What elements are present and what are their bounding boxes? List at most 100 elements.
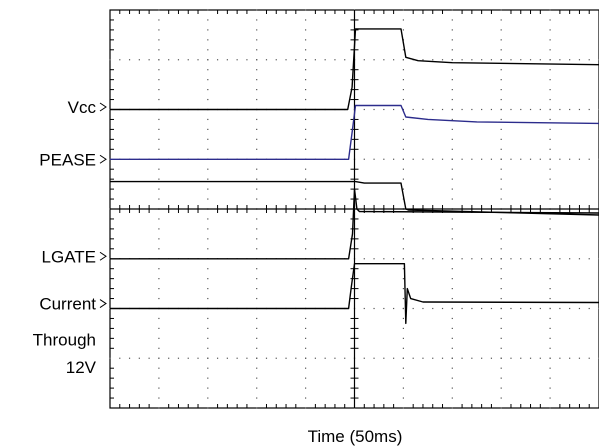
grid-dot (549, 89, 551, 91)
grid-dot (265, 59, 268, 61)
grid-dot (295, 357, 297, 359)
grid-dot (305, 278, 307, 280)
grid-dot (520, 59, 522, 61)
grid-dot (559, 108, 561, 111)
grid-dot (412, 258, 414, 260)
grid-dot (490, 59, 493, 61)
grid-dot (578, 59, 581, 61)
grid-dot (549, 168, 551, 170)
grid-dot (344, 357, 346, 359)
grid-dot (305, 128, 307, 130)
grid-dot (549, 347, 551, 349)
grid-dot (285, 357, 287, 359)
grid-dot (451, 49, 453, 51)
grid-dot (481, 357, 483, 359)
grid-dot (158, 188, 160, 190)
grid-dot (246, 357, 248, 359)
grid-dot (207, 118, 209, 121)
grid-dot (549, 337, 551, 339)
grid-dot (177, 357, 180, 359)
grid-dot (324, 357, 326, 359)
grid-dot (432, 258, 434, 260)
grid-dot (422, 307, 424, 310)
grid-dot (256, 397, 258, 399)
grid-dot (500, 158, 502, 160)
grid-dot (373, 158, 375, 160)
grid-dot (451, 387, 453, 389)
grid-dot (226, 59, 228, 61)
grid-dot (373, 59, 375, 61)
channel-label: Through (33, 330, 96, 349)
grid-dot (305, 98, 307, 101)
grid-dot (402, 367, 404, 369)
channel-label: Vcc (68, 98, 97, 117)
grid-dot (461, 357, 463, 359)
grid-dot (520, 357, 522, 359)
channel-label: PEASE (39, 150, 96, 169)
grid-dot (158, 347, 160, 349)
grid-dot (451, 407, 453, 409)
grid-dot (363, 357, 365, 359)
grid-dot (510, 158, 512, 160)
grid-dot (305, 39, 307, 41)
grid-dot (256, 297, 258, 300)
traces (110, 28, 599, 325)
grid-dot (207, 168, 209, 170)
grid-dot (451, 268, 453, 270)
grid-dot (559, 59, 561, 61)
grid-dot (373, 307, 375, 310)
grid-dot (451, 39, 453, 41)
grid-dot (393, 258, 395, 260)
grid-dot (393, 158, 395, 160)
grid-dot (158, 148, 160, 150)
grid-dot (539, 59, 541, 61)
grid-dot (539, 108, 541, 111)
grid-dot (207, 407, 209, 409)
grid-dot (207, 98, 209, 101)
grid-dot (256, 198, 258, 200)
grid-dot (422, 258, 424, 260)
grid-dot (461, 158, 463, 160)
grid-dot (559, 258, 561, 260)
grid-dot (373, 108, 375, 111)
grid-dot (569, 108, 571, 111)
grid-dot (529, 258, 532, 260)
grid-dot (402, 188, 404, 190)
grid-dot (138, 357, 140, 359)
grid-dot (305, 178, 307, 180)
grid-dot (305, 218, 307, 220)
grid-dot (402, 327, 404, 329)
grid-dot (256, 407, 258, 409)
grid-dot (549, 29, 551, 31)
grid-dot (305, 89, 307, 91)
grid-dot (402, 148, 404, 150)
grid-dot (549, 238, 551, 240)
grid-dot (481, 307, 483, 310)
grid-dot (510, 307, 512, 310)
grid-dot (402, 49, 404, 51)
grid-dot (305, 198, 307, 200)
grid-dot (549, 148, 551, 150)
grid-dot (363, 59, 365, 61)
grid-dot (305, 327, 307, 329)
grid-dot (256, 188, 258, 190)
grid-dot (451, 148, 453, 150)
grid-dot (158, 248, 160, 250)
grid-dot (402, 297, 404, 300)
grid-dot (402, 387, 404, 389)
grid-dot (158, 198, 160, 200)
grid-dot (441, 108, 444, 111)
grid-dot (500, 19, 502, 21)
grid-dot (451, 198, 453, 200)
grid-dot (451, 258, 453, 260)
grid-dot (393, 307, 395, 310)
grid-dot (549, 327, 551, 329)
grid-dot (275, 357, 277, 359)
grid-dot (422, 108, 424, 111)
grid-dot (256, 268, 258, 270)
grid-dot (441, 307, 444, 310)
grid-dot (363, 158, 365, 160)
grid-dot (432, 158, 434, 160)
grid-dot (549, 258, 551, 260)
grid-dot (451, 228, 453, 230)
